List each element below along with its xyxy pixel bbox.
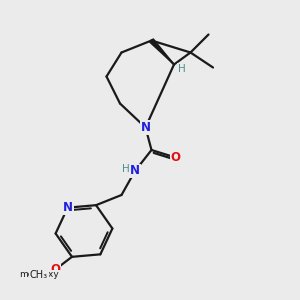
Text: O: O [50, 263, 61, 276]
Text: methoxy: methoxy [35, 274, 41, 275]
Text: H: H [178, 64, 185, 74]
Text: N: N [63, 201, 73, 214]
Polygon shape [150, 39, 174, 64]
Text: N: N [130, 164, 140, 178]
Text: methoxy: methoxy [19, 270, 59, 279]
Text: H: H [122, 164, 130, 175]
Text: N: N [140, 121, 151, 134]
Text: O: O [170, 151, 181, 164]
Text: CH₃: CH₃ [30, 270, 48, 280]
